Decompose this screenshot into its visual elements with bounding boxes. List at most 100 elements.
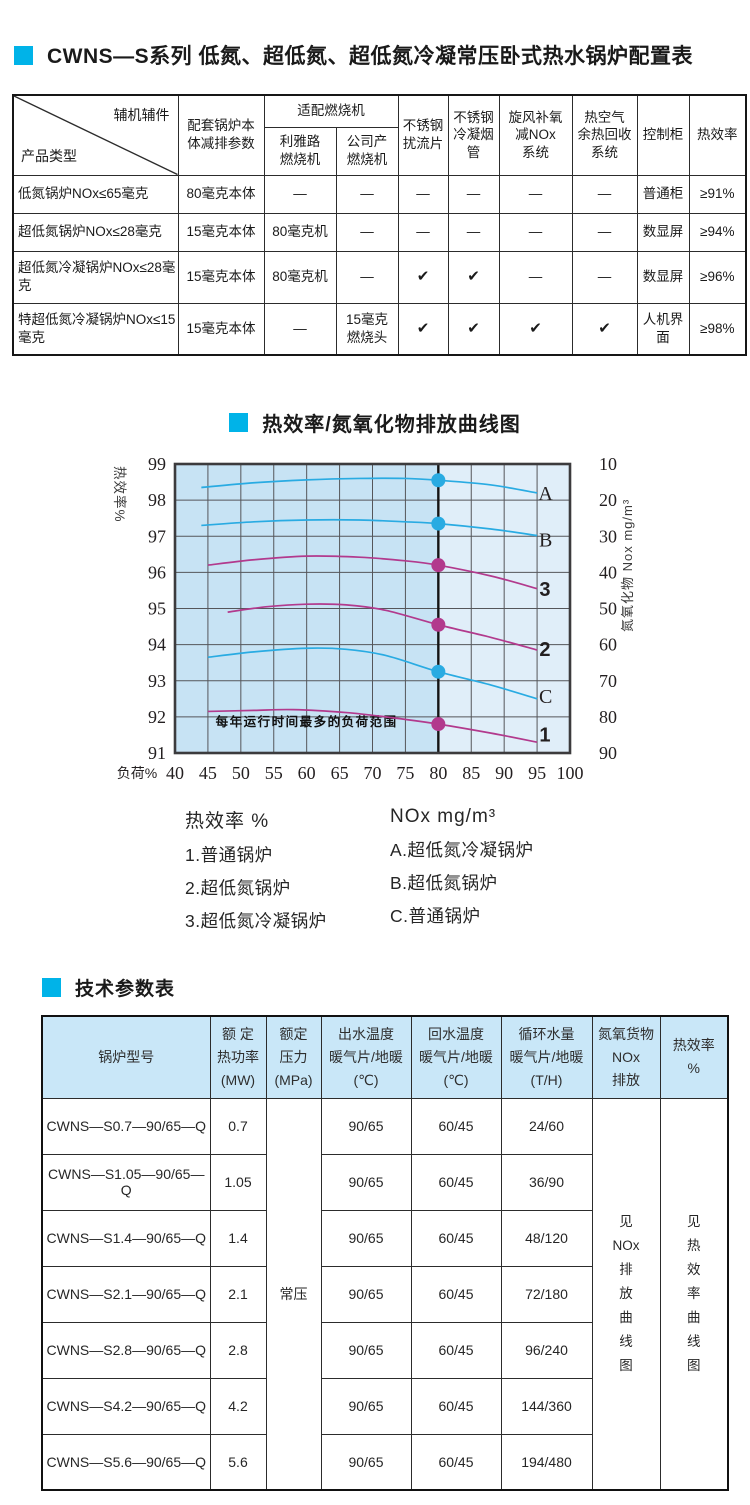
curve-2 [227, 603, 538, 651]
right-axis-tick: 70 [599, 671, 617, 691]
rated-power-cell: 1.05 [209, 1153, 267, 1211]
params-header-power: 额 定 热功率 (MW) [209, 1015, 267, 1099]
control-cabinet-cell: 人机界面 [636, 302, 690, 356]
supply-temp-cell: 90/65 [320, 1097, 412, 1155]
circulation-cell: 144/360 [500, 1377, 593, 1435]
supply-temp-cell: 90/65 [320, 1321, 412, 1379]
cyclone-system-cell: — [498, 250, 573, 304]
x-axis-tick: 75 [396, 763, 414, 783]
params-table-row: CWNS—S5.6—90/65—Q 5.6 90/65 60/45 194/480 [41, 1433, 728, 1491]
params-header-return-temp: 回水温度 暖气片/地暖 (℃) [410, 1015, 502, 1099]
left-axis-title: 热效率% [112, 466, 128, 523]
params-section-title-row: 技术参数表 [42, 974, 750, 1001]
heat-recovery-cell: — [571, 174, 638, 214]
right-axis-tick: 40 [599, 562, 617, 582]
rated-power-cell: 4.2 [209, 1377, 267, 1435]
config-table-row: 超低氮冷凝锅炉NOx≤28毫克 15毫克本体 80毫克机 — ✔ ✔ — — 数显屏 ≥96% [12, 250, 747, 304]
circulation-cell: 36/90 [500, 1153, 593, 1211]
rated-power-cell: 0.7 [209, 1097, 267, 1155]
legend-left-title: 热效率 % [185, 811, 270, 832]
config-header-efficiency: 热效率 [688, 94, 747, 176]
curve-A [201, 477, 538, 494]
params-table-row: CWNS—S2.8—90/65—Q 2.8 90/65 60/45 96/240 [41, 1321, 728, 1379]
product-type-cell: 超低氮冷凝锅炉NOx≤28毫克 [12, 250, 179, 304]
boiler-model-cell: CWNS—S2.8—90/65—Q [41, 1321, 211, 1379]
boiler-model-cell: CWNS—S2.1—90/65—Q [41, 1265, 211, 1323]
return-temp-cell: 60/45 [410, 1377, 502, 1435]
chart-legend: 热效率 % 1.普通锅炉 2.超低氮锅炉 3.超低氮冷凝锅炉 NOx mg/m³ A… [185, 806, 750, 932]
circulation-cell: 96/240 [500, 1321, 593, 1379]
cyclone-system-cell: — [498, 212, 573, 252]
condensing-tube-cell: — [447, 212, 500, 252]
product-type-cell: 超低氮锅炉NOx≤28毫克 [12, 212, 179, 252]
boiler-model-cell: CWNS—S1.05—90/65—Q [41, 1153, 211, 1211]
supply-temp-cell: 90/65 [320, 1433, 412, 1491]
curve-label-1: 1 [539, 724, 550, 746]
chart-section-title-row: 热效率/氮氧化物排放曲线图 [0, 408, 750, 437]
marker-dot-A [431, 473, 446, 488]
company-burner-cell: — [335, 174, 399, 214]
heat-recovery-cell: — [571, 212, 638, 252]
x-axis-tick: 100 [557, 763, 584, 783]
x-axis-tick: 65 [331, 763, 349, 783]
config-header-body-params: 配套锅炉本 体减排参数 [177, 94, 265, 176]
params-table-row: CWNS—S2.1—90/65—Q 2.1 90/65 60/45 72/180 [41, 1265, 728, 1323]
marker-dot-B [431, 516, 446, 531]
boiler-model-cell: CWNS—S5.6—90/65—Q [41, 1433, 211, 1491]
body-params-cell: 15毫克本体 [177, 302, 265, 356]
legend-left-column: 热效率 % 1.普通锅炉 2.超低氮锅炉 3.超低氮冷凝锅炉 [185, 806, 390, 932]
left-axis-tick: 98 [148, 490, 166, 510]
right-axis-tick: 20 [599, 490, 617, 510]
corner-label-auxiliary: 辅机辅件 [113, 107, 170, 123]
marker-dot-2 [431, 617, 446, 632]
body-params-cell: 15毫克本体 [177, 250, 265, 304]
config-header-burner-riello: 利雅路 燃烧机 [263, 126, 337, 176]
return-temp-cell: 60/45 [410, 1321, 502, 1379]
cyclone-system-cell: — [498, 174, 573, 214]
config-header-burner-company: 公司产 燃烧机 [335, 126, 399, 176]
plot-border [173, 462, 572, 755]
left-axis-tick: 94 [148, 635, 166, 655]
params-header-nox: 氮氧货物 NOx 排放 [591, 1015, 661, 1099]
x-axis-tick: 70 [364, 763, 382, 783]
config-header-corner: 辅机辅件 产品类型 [12, 94, 179, 176]
curve-B [201, 518, 538, 537]
curve-C [207, 647, 538, 700]
params-title: 技术参数表 [75, 979, 176, 1000]
supply-temp-cell: 90/65 [320, 1377, 412, 1435]
right-axis-tick: 10 [599, 454, 617, 474]
curve-label-2: 2 [539, 639, 550, 661]
left-axis-tick: 95 [148, 599, 166, 619]
circulation-cell: 194/480 [500, 1433, 593, 1491]
params-header-supply-temp: 出水温度 暖气片/地暖 (℃) [320, 1015, 412, 1099]
x-axis-tick: 95 [528, 763, 546, 783]
marker-dot-C [431, 664, 446, 679]
nox-note-cell: 见 NOx 排 放 曲 线 图 [591, 1097, 661, 1491]
left-axis-tick: 91 [148, 743, 166, 763]
spoiler-cell: ✔ [397, 250, 449, 304]
control-cabinet-cell: 数显屏 [636, 212, 690, 252]
left-axis-tick: 96 [148, 562, 166, 582]
riello-burner-cell: — [263, 302, 337, 356]
efficiency-note-cell: 见 热 效 率 曲 线 图 [659, 1097, 729, 1491]
riello-burner-cell: — [263, 174, 337, 214]
curve-label-C: C [539, 686, 552, 708]
cyan-square-bullet-icon [14, 45, 33, 65]
legend-item: 1.普通锅炉 [185, 845, 273, 865]
params-table-row: CWNS—S1.05—90/65—Q 1.05 90/65 60/45 36/90 [41, 1153, 728, 1211]
heat-recovery-cell: — [571, 250, 638, 304]
x-axis-tick: 45 [199, 763, 217, 783]
circulation-cell: 72/180 [500, 1265, 593, 1323]
right-axis-tick: 50 [599, 599, 617, 619]
condensing-tube-cell: ✔ [447, 250, 500, 304]
efficiency-cell: ≥98% [688, 302, 747, 356]
efficiency-cell: ≥94% [688, 212, 747, 252]
cyan-square-bullet-icon [42, 978, 61, 997]
company-burner-cell: — [335, 250, 399, 304]
legend-item: C.普通锅炉 [390, 906, 481, 926]
marker-dot-3 [431, 558, 446, 573]
config-section-title-row: CWNS—S系列 低氮、超低氮、超低氮冷凝常压卧式热水锅炉配置表 [0, 0, 750, 70]
params-header-efficiency: 热效率 % [659, 1015, 729, 1099]
x-axis-tick: 80 [429, 763, 447, 783]
